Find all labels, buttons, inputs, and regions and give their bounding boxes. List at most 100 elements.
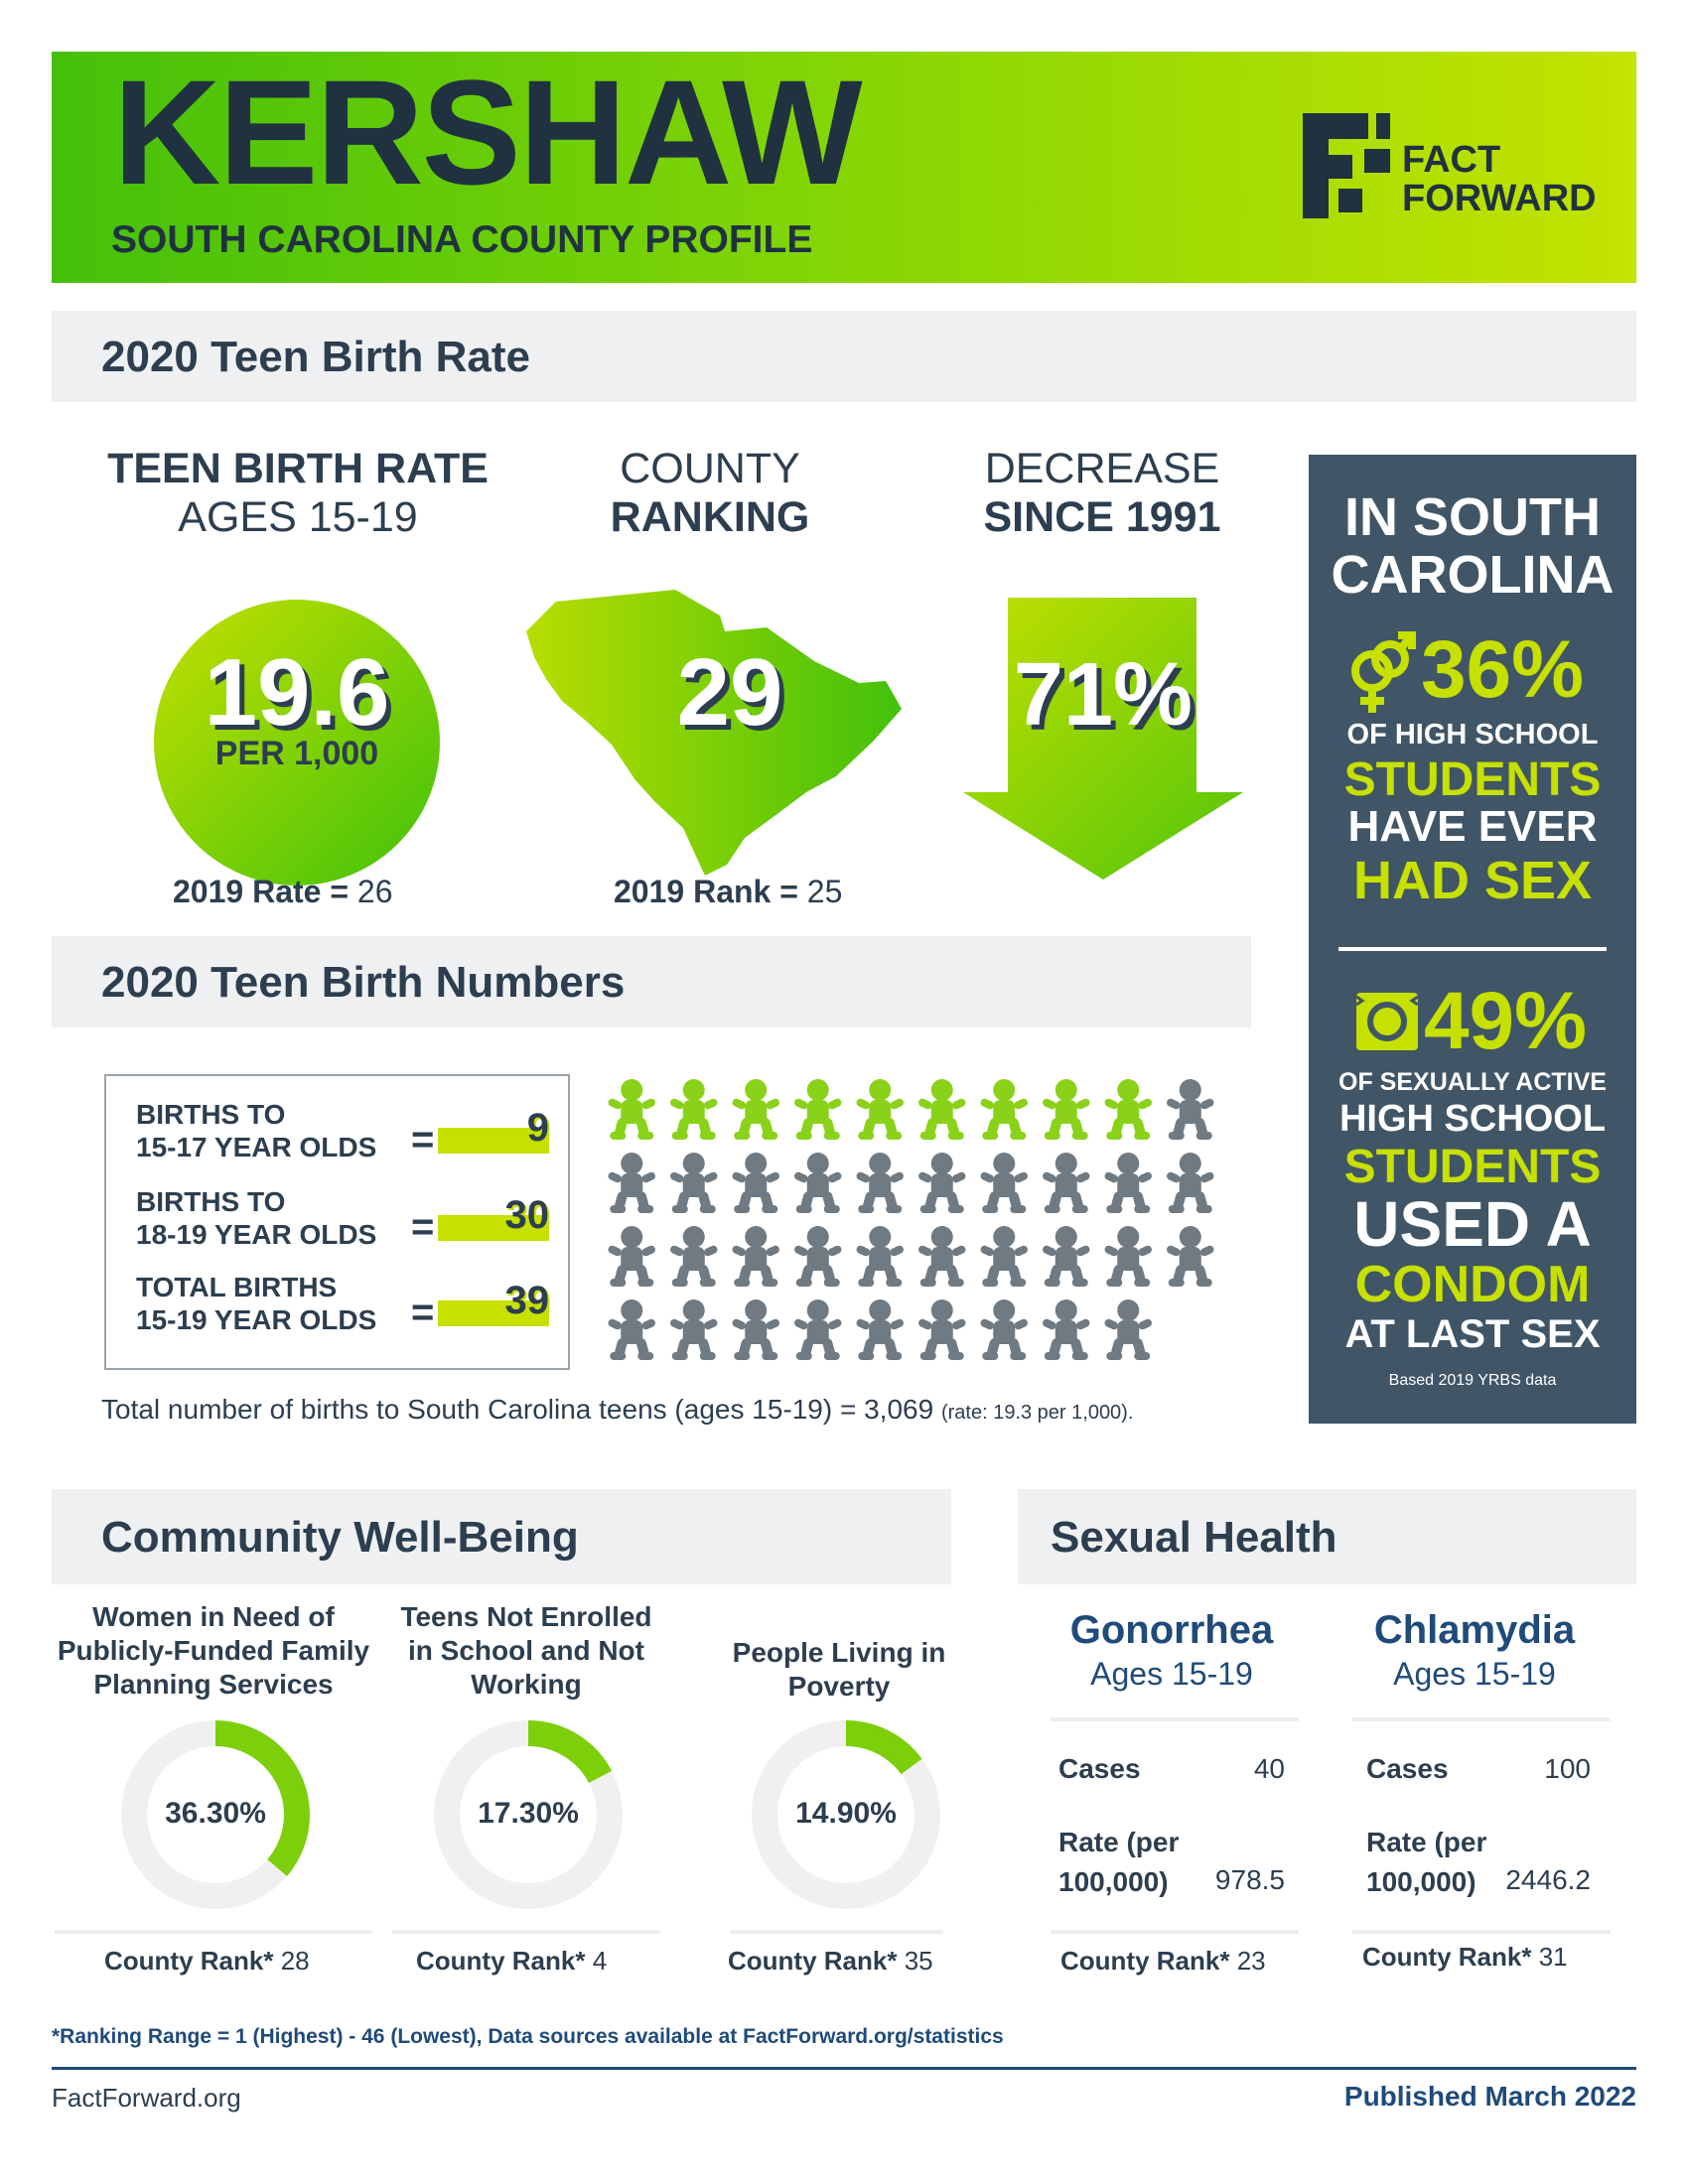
baby-icon [608, 1299, 655, 1360]
community-item-1-arc [121, 1720, 310, 1909]
rank-heading-line-2: RANKING [610, 493, 810, 541]
community-item-2-rule [392, 1930, 660, 1934]
gonorrhea-subtitle: Ages 15-19 [1090, 1656, 1253, 1692]
prev-rank-label: 2019 Rank = [614, 874, 798, 909]
fact-forward-logo: FACT FORWARD [1303, 113, 1601, 222]
baby-icon [608, 1153, 655, 1213]
baby-icon [980, 1299, 1028, 1360]
teen-birth-numbers-section-bar: 2020 Teen Birth Numbers [52, 936, 1251, 1027]
baby-icon [670, 1226, 718, 1287]
community-item-1-rank: County Rank* 28 [104, 1946, 310, 1977]
logo-line-1: FACT [1402, 139, 1501, 181]
baby-icon [1043, 1226, 1090, 1287]
births-row-3-label-line-1: TOTAL BIRTHS [136, 1272, 338, 1302]
state-total-births: Total number of births to South Carolina… [101, 1394, 1133, 1426]
decrease-heading-line-2: SINCE 1991 [983, 493, 1221, 541]
sc-stat1-line-3: HAVE EVER [1347, 802, 1598, 851]
rank-heading-line-1: COUNTY [620, 445, 800, 492]
chlamydia-rate-label-line-2: 100,000) [1366, 1866, 1477, 1897]
baby-icon [918, 1299, 966, 1360]
baby-icon [918, 1226, 966, 1287]
chlamydia-top-rule [1352, 1717, 1611, 1721]
sc-stat2-line-4: USED A [1353, 1188, 1592, 1260]
community-item-3-rank: County Rank* 35 [728, 1946, 933, 1977]
sc-stat2-line-1: OF SEXUALLY ACTIVE [1338, 1068, 1607, 1096]
footer-site-link[interactable]: FactForward.org [52, 2083, 241, 2113]
decrease-value: 71% [1013, 645, 1194, 745]
baby-icon [856, 1226, 904, 1287]
births-row-1-label: BIRTHS TO 15-17 YEAR OLDS [136, 1098, 376, 1163]
baby-icon [794, 1226, 842, 1287]
gonorrhea-rate-label-line-2: 100,000) [1058, 1866, 1169, 1897]
community-item-2-label-line-1: Teens Not Enrolled [400, 1601, 652, 1632]
community-item-2-label-line-2: in School and Not [408, 1635, 644, 1666]
community-item-3-arc [752, 1720, 940, 1909]
baby-icon [732, 1153, 779, 1213]
gonorrhea-top-rule [1051, 1717, 1299, 1721]
births-row-3-label-line-2: 15-19 YEAR OLDS [136, 1304, 377, 1335]
chlamydia-rank-label: County Rank* [1362, 1942, 1532, 1972]
births-row-3-bar [438, 1300, 549, 1326]
community-item-3-rule [730, 1930, 943, 1934]
sc-note: Based 2019 YRBS data [1388, 1372, 1557, 1389]
gonorrhea-rank-label: County Rank* [1060, 1946, 1230, 1976]
community-item-1-donut [121, 1720, 310, 1909]
community-item-2-rank: County Rank* 4 [416, 1946, 607, 1977]
community-item-1-value: 36.30% [165, 1797, 266, 1830]
chlamydia-cases-label: Cases [1366, 1753, 1449, 1784]
baby-icon [1043, 1079, 1090, 1140]
births-table: BIRTHS TO 15-17 YEAR OLDS = 9 BIRTHS TO … [104, 1074, 570, 1370]
baby-icon [794, 1153, 842, 1213]
community-item-3-label-line-2: Poverty [787, 1671, 891, 1702]
sc-stat2-line-6: AT LAST SEX [1344, 1312, 1601, 1356]
state-total-text: Total number of births to South Carolina… [101, 1394, 934, 1425]
baby-icon [1167, 1079, 1214, 1140]
births-row-2-equals: = [411, 1205, 435, 1249]
baby-icon [1104, 1153, 1152, 1213]
community-item-1-label-line-3: Planning Services [93, 1669, 334, 1700]
births-row-1-equals: = [411, 1118, 435, 1161]
births-row-3-value: 39 [504, 1279, 550, 1322]
baby-icon [794, 1079, 842, 1140]
baby-icon [1043, 1299, 1090, 1360]
footer-rule [52, 2067, 1636, 2070]
logo-line-2: FORWARD [1402, 178, 1597, 219]
community-item-2-label-line-3: Working [471, 1669, 582, 1700]
community-item-3-value: 14.90% [795, 1797, 897, 1830]
births-row-2-label-line-1: BIRTHS TO [136, 1186, 286, 1217]
south-carolina-map-icon [526, 590, 902, 876]
baby-icon [732, 1299, 779, 1360]
chlamydia-rate-value: 2446.2 [1505, 1864, 1591, 1895]
community-item-1-label-line-2: Publicly-Funded Family [57, 1635, 370, 1666]
baby-icon [918, 1079, 966, 1140]
births-row-1-label-line-1: BIRTHS TO [136, 1099, 286, 1130]
sc-heading-line-1: IN SOUTH [1343, 487, 1601, 547]
rate-heading-line-1: TEEN BIRTH RATE [107, 445, 489, 492]
gonorrhea-title: Gonorrhea [1069, 1608, 1274, 1652]
rank-value: 29 [676, 639, 783, 746]
chlamydia-rank-value: 31 [1538, 1942, 1568, 1972]
chlamydia-subtitle: Ages 15-19 [1393, 1656, 1556, 1692]
sc-divider [1338, 947, 1607, 951]
community-item-1-rank-value: 28 [280, 1946, 310, 1976]
baby-icon [1104, 1079, 1152, 1140]
prev-rate-value: 26 [356, 874, 393, 909]
gonorrhea-rate-label: Rate (per 100,000) [1058, 1823, 1179, 1902]
community-item-3-rank-value: 35 [904, 1946, 933, 1976]
teen-birth-rate-section-title: 2020 Teen Birth Rate [101, 333, 531, 381]
births-row-2-value: 30 [504, 1193, 550, 1237]
gonorrhea-cases-label: Cases [1058, 1753, 1141, 1784]
ranking-footnote: *Ranking Range = 1 (Highest) - 46 (Lowes… [52, 2025, 1004, 2048]
baby-icon [980, 1153, 1028, 1213]
fact-forward-logo-icon [1303, 113, 1390, 218]
rank-heading: COUNTY RANKING [516, 445, 904, 542]
births-row-3-label: TOTAL BIRTHS 15-19 YEAR OLDS [136, 1271, 376, 1336]
community-item-3-label-line-1: People Living in [732, 1637, 946, 1668]
chlamydia-rank: County Rank* 31 [1362, 1942, 1568, 1973]
baby-icon [1167, 1153, 1214, 1213]
gonorrhea-rate-label-line-1: Rate (per [1058, 1827, 1180, 1857]
rate-heading: TEEN BIRTH RATE AGES 15-19 [99, 445, 496, 542]
births-row-3-equals: = [411, 1291, 435, 1334]
rate-value: 19.6 [204, 639, 390, 746]
baby-icon [732, 1226, 779, 1287]
